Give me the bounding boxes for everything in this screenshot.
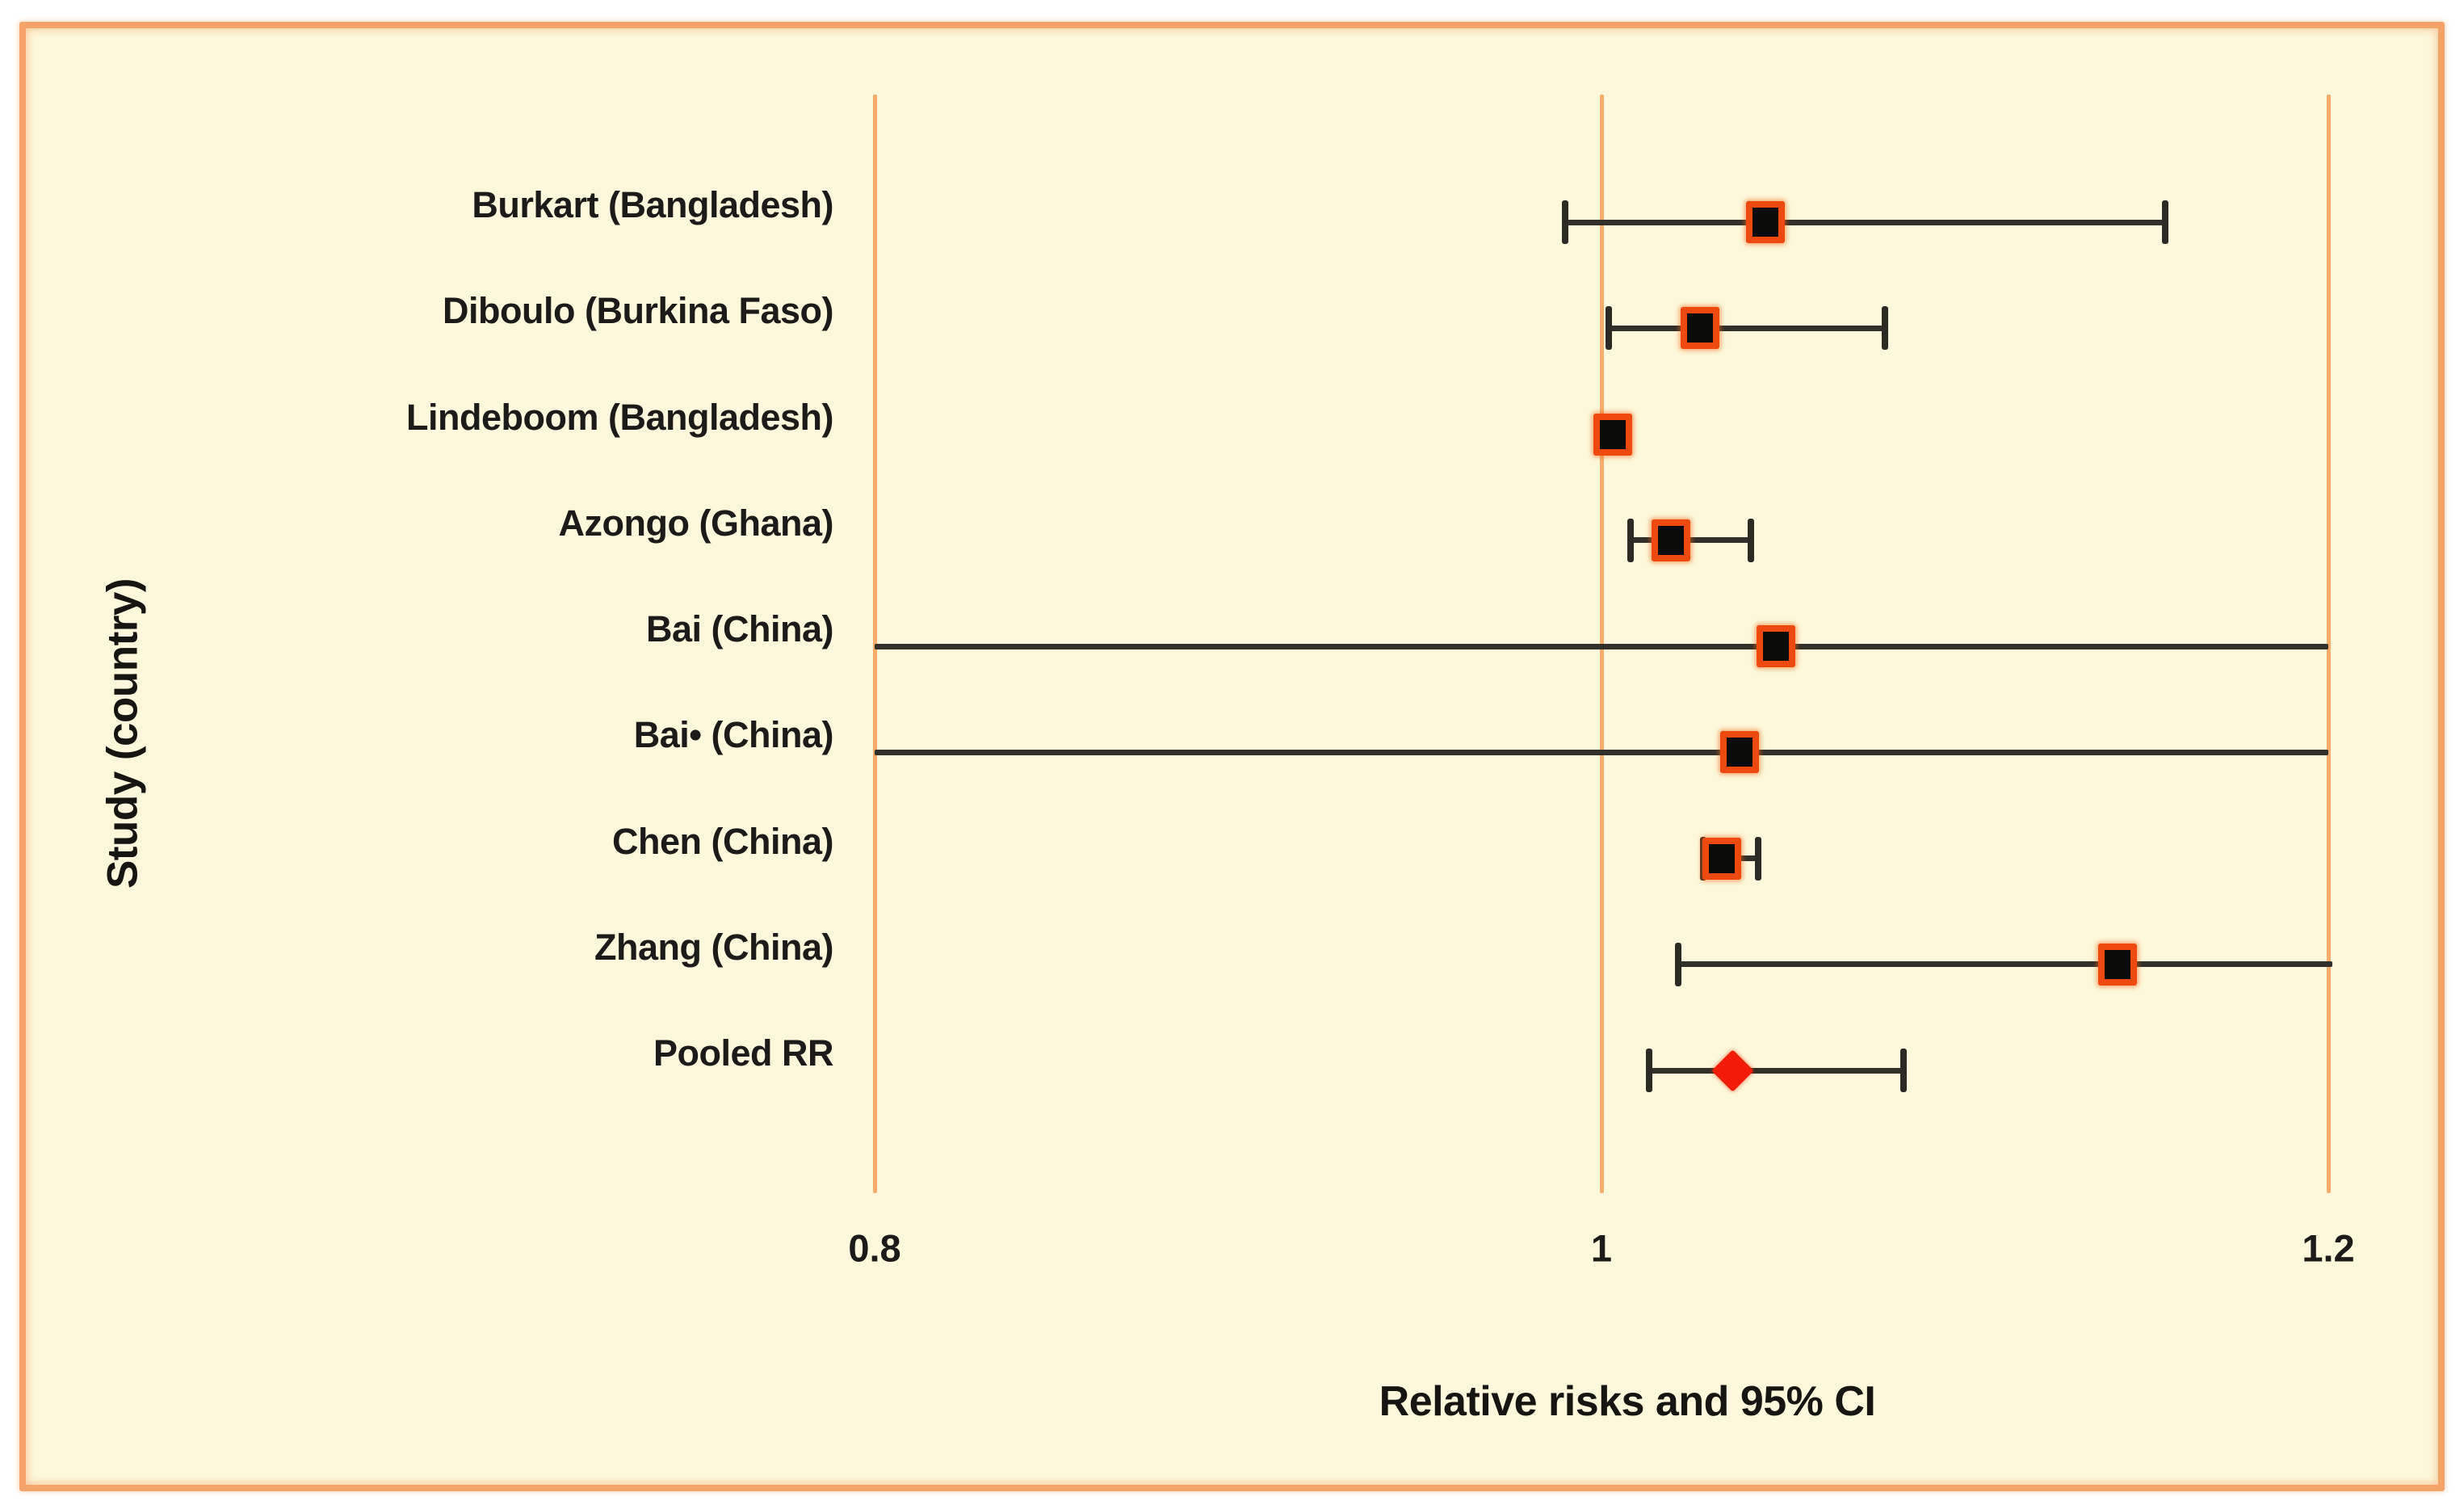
study-label: Chen (China) xyxy=(612,820,833,862)
study-label: Bai (China) xyxy=(645,608,834,649)
study-square-marker xyxy=(2098,943,2137,986)
ci-line xyxy=(875,643,2328,649)
plot-frame xyxy=(19,22,2445,1491)
ci-line xyxy=(1609,325,1885,331)
ci-line xyxy=(1565,219,2165,225)
study-square-marker xyxy=(1702,837,1741,880)
x-tick-label: 0.8 xyxy=(848,1226,901,1270)
ci-line xyxy=(1631,537,1751,544)
x-axis-title: Relative risks and 95% CI xyxy=(1379,1378,1876,1425)
study-label: Diboulo (Burkina Faso) xyxy=(443,290,834,332)
pooled-diamond-marker xyxy=(1711,1049,1754,1092)
ci-cap-right xyxy=(1754,836,1761,881)
ci-cap-left xyxy=(1606,306,1612,351)
study-label: Burkart (Bangladesh) xyxy=(472,184,833,225)
x-gridline xyxy=(2326,95,2331,1193)
study-label: Azongo (Ghana) xyxy=(558,502,834,544)
study-label: Zhang (China) xyxy=(594,926,833,968)
ci-cap-right xyxy=(1899,1049,1907,1092)
ci-cap-left xyxy=(1627,518,1634,562)
study-square-marker xyxy=(1680,307,1719,350)
study-square-marker xyxy=(1651,519,1690,561)
ci-cap-right xyxy=(2161,200,2168,244)
study-square-marker xyxy=(1720,731,1759,774)
x-tick-label: 1.2 xyxy=(2302,1226,2355,1270)
ci-line xyxy=(1648,1067,1904,1074)
study-square-marker xyxy=(1757,625,1795,667)
ci-cap-right xyxy=(1882,306,1888,351)
ci-cap-left xyxy=(1674,942,1681,986)
ci-cap-left xyxy=(1562,200,1568,244)
ci-cap-left xyxy=(1645,1049,1652,1092)
study-label: Pooled RR xyxy=(653,1032,834,1074)
study-square-marker xyxy=(1593,413,1632,456)
ci-line xyxy=(1677,961,2332,968)
ci-line xyxy=(875,749,2328,755)
ci-cap-right xyxy=(1747,518,1754,562)
study-label: Bai• (China) xyxy=(633,714,834,756)
x-tick-label: 1 xyxy=(1590,1226,1613,1270)
study-label: Lindeboom (Bangladesh) xyxy=(406,396,834,438)
study-square-marker xyxy=(1745,201,1785,243)
